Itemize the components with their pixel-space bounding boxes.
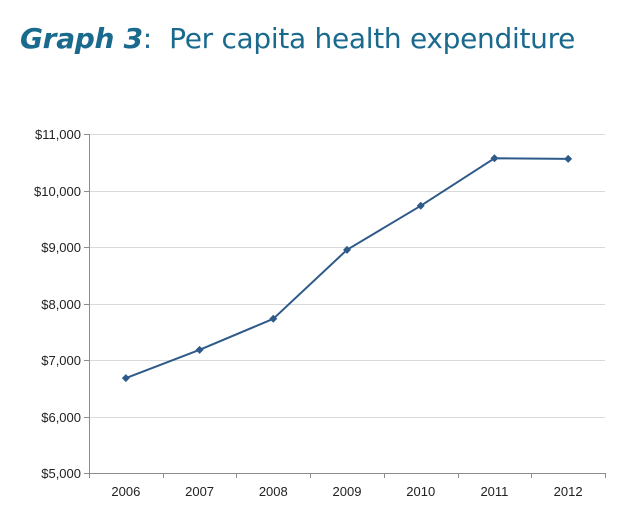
y-tick-label: $6,000 [41, 410, 81, 425]
x-tick-label: 2009 [333, 484, 362, 499]
y-tick-labels: $5,000 $6,000 $7,000 $8,000 $9,000 $10,000 $11… [34, 127, 81, 481]
x-tick-label: 2010 [406, 484, 435, 499]
series [121, 154, 573, 383]
data-point-marker [269, 314, 278, 323]
chart-title-separator: : [142, 22, 152, 55]
axes [84, 134, 606, 478]
chart-title-lead: Graph 3 [20, 22, 143, 55]
gridlines [89, 134, 605, 418]
x-tick-label: 2007 [185, 484, 214, 499]
data-point-marker [195, 345, 204, 354]
x-tick-label: 2006 [111, 484, 140, 499]
data-point-marker [343, 245, 351, 254]
y-tick-label: $10,000 [34, 184, 81, 199]
y-tick-label: $11,000 [35, 127, 81, 142]
y-tick-label: $7,000 [41, 353, 81, 368]
y-tick-label: $9,000 [41, 240, 81, 255]
data-point-marker [490, 154, 499, 163]
x-tick-label: 2012 [554, 484, 583, 499]
data-point-marker [416, 201, 425, 210]
y-tick-label: $8,000 [41, 297, 81, 312]
data-point-marker [564, 154, 573, 163]
chart-title: Graph 3: Per capita health expenditure [20, 22, 575, 55]
data-point-marker [121, 374, 130, 383]
chart-title-text: Per capita health expenditure [151, 22, 576, 55]
y-tick-label: $5,000 [41, 466, 81, 481]
x-tick-label: 2011 [480, 484, 508, 499]
x-tick-labels: 2006 2007 2008 2009 2010 2011 2012 [111, 484, 582, 499]
x-tick-label: 2008 [259, 484, 288, 499]
